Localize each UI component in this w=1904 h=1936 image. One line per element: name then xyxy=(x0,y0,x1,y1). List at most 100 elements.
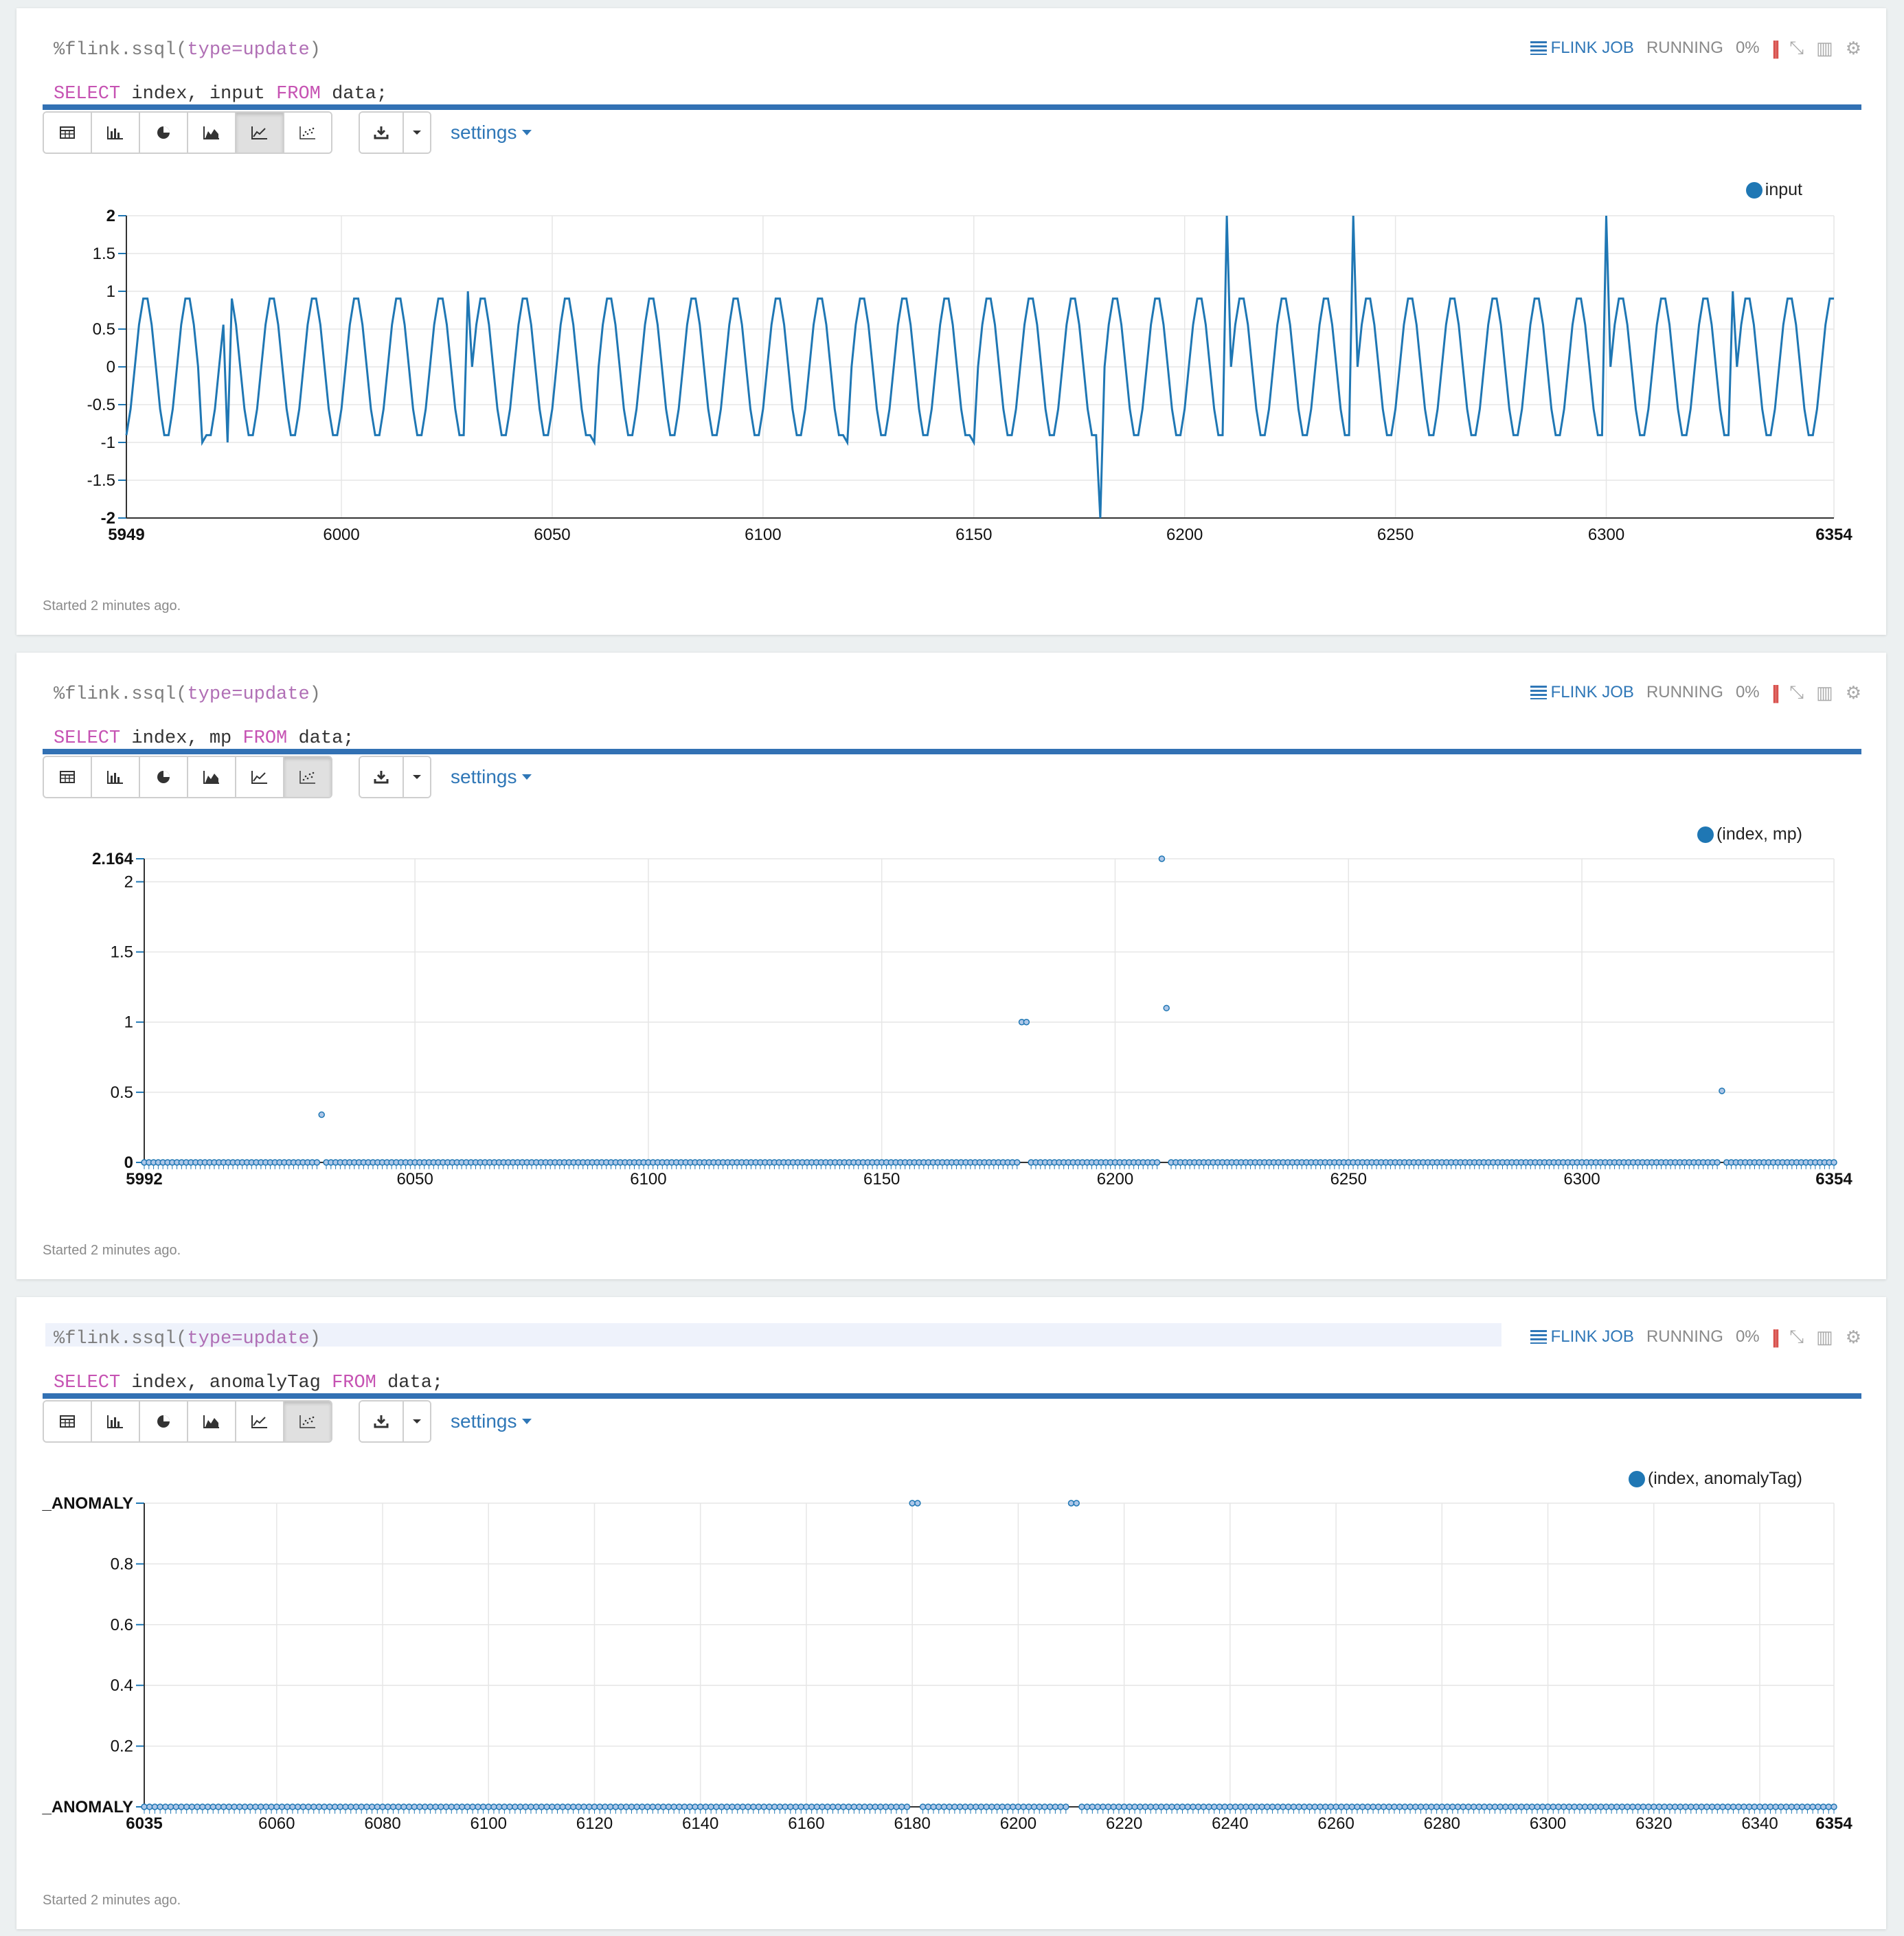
scatter-point xyxy=(935,1803,942,1810)
collapse-icon[interactable]: ⤡ xyxy=(1789,37,1804,58)
scatter-point xyxy=(1534,1803,1541,1810)
scatter-point xyxy=(215,1803,222,1810)
scatter-point xyxy=(1391,1803,1398,1810)
scatter-point xyxy=(956,1803,964,1810)
scatter-point xyxy=(1682,1803,1689,1810)
scatter-point xyxy=(1571,1803,1578,1810)
scatter-chart-view-button[interactable] xyxy=(284,757,331,797)
area-chart-view-button[interactable] xyxy=(188,113,236,153)
pie-chart-view-button[interactable] xyxy=(140,1402,188,1441)
line-chart-view-button[interactable] xyxy=(236,1402,284,1441)
book-icon[interactable]: ▥ xyxy=(1816,682,1833,703)
x-tick-label: 6300 xyxy=(1588,526,1624,544)
scatter-point xyxy=(792,1803,800,1810)
download-options-button[interactable] xyxy=(404,113,430,153)
table-view-button[interactable] xyxy=(44,1402,92,1441)
scatter-point xyxy=(797,1803,804,1810)
scatter-point xyxy=(1025,1803,1032,1810)
download-options-button[interactable] xyxy=(404,757,430,797)
query-table: data; xyxy=(320,84,388,104)
job-status-text: RUNNING xyxy=(1646,1327,1723,1346)
scatter-point xyxy=(845,1803,852,1810)
active-line-highlight xyxy=(45,1323,1501,1347)
scatter-point xyxy=(1782,1803,1790,1810)
chart-legend[interactable]: (index, anomalyTag) xyxy=(1628,1469,1802,1489)
scatter-point xyxy=(940,1803,948,1810)
scatter-point xyxy=(405,1803,413,1810)
bar-chart-view-button[interactable] xyxy=(92,1402,140,1441)
pie-chart-view-button[interactable] xyxy=(140,757,188,797)
gear-icon[interactable]: ⚙ xyxy=(1845,37,1861,58)
book-icon[interactable]: ▥ xyxy=(1816,37,1833,58)
settings-dropdown[interactable]: settings xyxy=(451,766,532,788)
scatter-chart-view-button[interactable] xyxy=(284,1402,331,1441)
y-tick-label: -1.5 xyxy=(87,471,115,490)
settings-dropdown[interactable]: settings xyxy=(451,122,532,144)
settings-dropdown[interactable]: settings xyxy=(451,1410,532,1432)
pie-chart-view-button[interactable] xyxy=(140,113,188,153)
job-status-text: RUNNING xyxy=(1646,38,1723,57)
download-button[interactable] xyxy=(360,1402,404,1441)
keyword-from: FROM xyxy=(332,1373,376,1393)
chart-legend[interactable]: (index, mp) xyxy=(1697,824,1802,844)
scatter-point xyxy=(1735,1803,1742,1810)
scatter-point xyxy=(681,1803,688,1810)
table-view-button[interactable] xyxy=(44,757,92,797)
line-chart-view-button[interactable] xyxy=(236,757,284,797)
stop-icon[interactable]: || xyxy=(1771,682,1780,703)
gear-icon[interactable]: ⚙ xyxy=(1845,682,1861,703)
scatter-point xyxy=(141,1803,148,1810)
scatter-point xyxy=(1671,1803,1679,1810)
scatter-point xyxy=(750,1803,757,1810)
area-chart-view-button[interactable] xyxy=(188,1402,236,1441)
scatter-point xyxy=(538,1803,545,1810)
area-chart-view-button[interactable] xyxy=(188,757,236,797)
scatter-point xyxy=(204,1803,212,1810)
bar-chart-view-button[interactable] xyxy=(92,113,140,153)
flink-job-label: FLINK JOB xyxy=(1550,1327,1634,1346)
scatter-chart-icon xyxy=(299,771,315,784)
flink-job-link[interactable]: FLINK JOB xyxy=(1530,1327,1634,1347)
collapse-icon[interactable]: ⤡ xyxy=(1789,1326,1804,1347)
scatter-point xyxy=(1364,1803,1372,1810)
download-options-button[interactable] xyxy=(404,1402,430,1441)
line-chart-icon xyxy=(251,1415,267,1428)
progress-bar xyxy=(43,749,1861,754)
scatter-point xyxy=(702,1803,710,1810)
scatter-point xyxy=(389,1803,397,1810)
bar-chart-view-button[interactable] xyxy=(92,757,140,797)
interpreter-suffix: ) xyxy=(309,1329,321,1349)
collapse-icon[interactable]: ⤡ xyxy=(1789,682,1804,702)
scatter-chart-view-button[interactable] xyxy=(284,113,331,153)
pie-chart-icon xyxy=(157,1415,170,1428)
scatter-point xyxy=(1046,1803,1054,1810)
gear-icon[interactable]: ⚙ xyxy=(1845,1326,1861,1347)
scatter-point xyxy=(1677,1803,1684,1810)
stop-icon[interactable]: || xyxy=(1771,1326,1780,1347)
line-chart-view-button[interactable] xyxy=(236,113,284,153)
download-button[interactable] xyxy=(360,113,404,153)
flink-job-link[interactable]: FLINK JOB xyxy=(1530,38,1634,58)
scatter-point xyxy=(1761,1803,1769,1810)
scatter-point xyxy=(294,1803,302,1810)
scatter-point xyxy=(861,1803,868,1810)
scatter-point xyxy=(909,1500,916,1507)
scatter-point xyxy=(893,1803,900,1810)
download-button[interactable] xyxy=(360,757,404,797)
scatter-point xyxy=(877,1803,884,1810)
scatter-point xyxy=(1581,1803,1589,1810)
scatter-point xyxy=(1385,1803,1392,1810)
job-status-bar: FLINK JOB RUNNING 0% || ⤡ ▥ ⚙ xyxy=(1530,679,1861,706)
x-tick-label: 6300 xyxy=(1563,1170,1600,1189)
table-view-button[interactable] xyxy=(44,113,92,153)
scatter-point xyxy=(1565,1803,1573,1810)
stop-icon[interactable]: || xyxy=(1771,37,1780,58)
flink-job-link[interactable]: FLINK JOB xyxy=(1530,683,1634,702)
table-icon xyxy=(60,126,75,139)
chart-legend[interactable]: input xyxy=(1745,180,1802,200)
book-icon[interactable]: ▥ xyxy=(1816,1326,1833,1347)
scatter-point xyxy=(416,1803,423,1810)
scatter-point xyxy=(872,1803,879,1810)
x-tick-label: 6000 xyxy=(323,526,359,544)
scatter-point xyxy=(591,1803,598,1810)
